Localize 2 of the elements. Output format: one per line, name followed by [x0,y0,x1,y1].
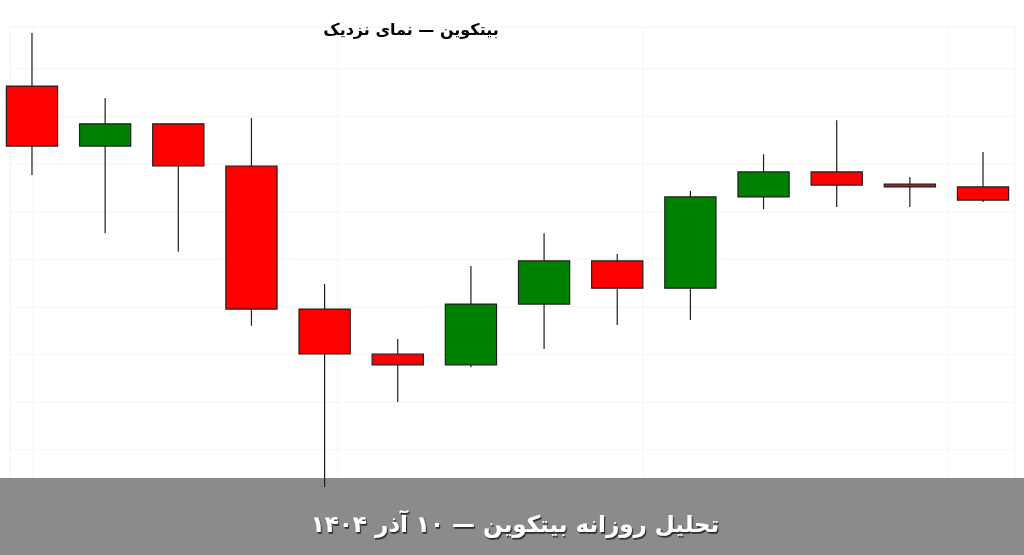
title: بیتکوین — نمای نزدیک [323,20,499,39]
annotation: تحلیل روزانه بیتکوین — ۱۰ آذر ۱۴۰۴ [310,511,720,537]
